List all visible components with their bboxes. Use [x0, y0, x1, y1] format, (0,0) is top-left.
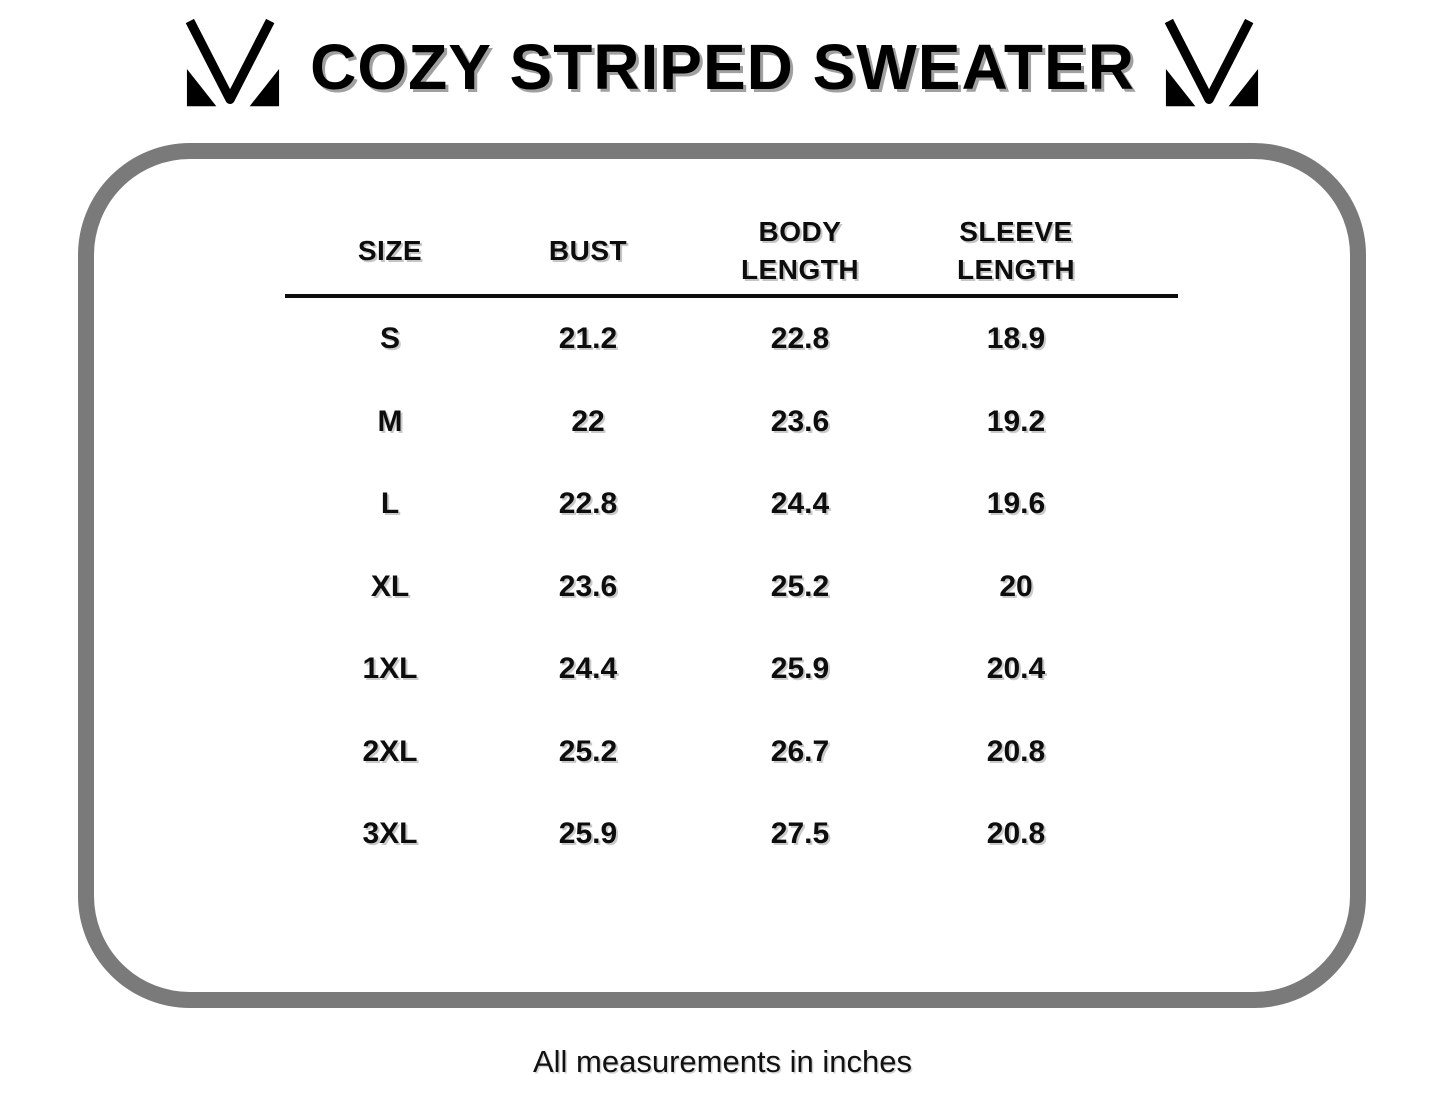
table-row: 3XL 25.9 27.5 20.8 [290, 793, 1118, 876]
table-row: S 21.2 22.8 18.9 [290, 298, 1118, 381]
page-title: COZY STRIPED SWEATER [310, 31, 1135, 103]
footer-note: All measurements in inches [532, 1044, 913, 1079]
table-cell: 20 [999, 569, 1033, 603]
table-cell: 20.8 [986, 817, 1046, 851]
column-header-size: SIZE [357, 235, 423, 267]
table-cell: 26.7 [770, 734, 830, 768]
table-cell: 3XL [362, 817, 418, 851]
table-cell: 22.8 [770, 322, 830, 356]
table-cell: 19.2 [986, 404, 1046, 438]
table-row: 1XL 24.4 25.9 20.4 [290, 628, 1118, 711]
table-cell: 23.6 [558, 569, 618, 603]
table-cell: 23.6 [770, 404, 830, 438]
table-cell: 19.6 [986, 487, 1046, 521]
table-cell: 27.5 [770, 817, 830, 851]
table-cell: 24.4 [558, 652, 618, 686]
table-row: 2XL 25.2 26.7 20.8 [290, 711, 1118, 794]
size-chart-header-row: SIZE BUST BODY LENGTH SLEEVE LENGTH [290, 208, 1118, 294]
table-cell: 25.2 [558, 734, 618, 768]
header-divider-line [285, 294, 1178, 298]
table-cell: 21.2 [558, 322, 618, 356]
table-cell: 22 [571, 404, 605, 438]
m-monogram-icon [1164, 18, 1258, 107]
table-cell: M [377, 404, 403, 438]
table-cell: 25.9 [558, 817, 618, 851]
column-header-body-length: BODY LENGTH [740, 216, 860, 285]
table-cell: 20.8 [986, 734, 1046, 768]
table-cell: 25.2 [770, 569, 830, 603]
header: COZY STRIPED SWEATER [0, 18, 1445, 116]
size-chart-panel [78, 143, 1366, 1008]
table-cell: 22.8 [558, 487, 618, 521]
table-cell: 2XL [362, 734, 418, 768]
table-cell: 25.9 [770, 652, 830, 686]
table-cell: L [380, 487, 400, 521]
table-row: XL 23.6 25.2 20 [290, 546, 1118, 629]
table-cell: 18.9 [986, 322, 1046, 356]
table-cell: S [379, 322, 400, 356]
column-header-sleeve-length: SLEEVE LENGTH [956, 216, 1076, 285]
size-chart-table-body: S 21.2 22.8 18.9 M 22 23.6 19.2 L 22.8 24.4 19.6 XL 2… [290, 298, 1118, 876]
table-row: L 22.8 24.4 19.6 [290, 463, 1118, 546]
column-header-bust: BUST [548, 235, 628, 267]
table-cell: XL [370, 569, 410, 603]
table-cell: 1XL [362, 652, 418, 686]
m-monogram-icon [185, 18, 280, 107]
table-cell: 20.4 [986, 652, 1046, 686]
table-row: M 22 23.6 19.2 [290, 381, 1118, 464]
table-cell: 24.4 [770, 487, 830, 521]
